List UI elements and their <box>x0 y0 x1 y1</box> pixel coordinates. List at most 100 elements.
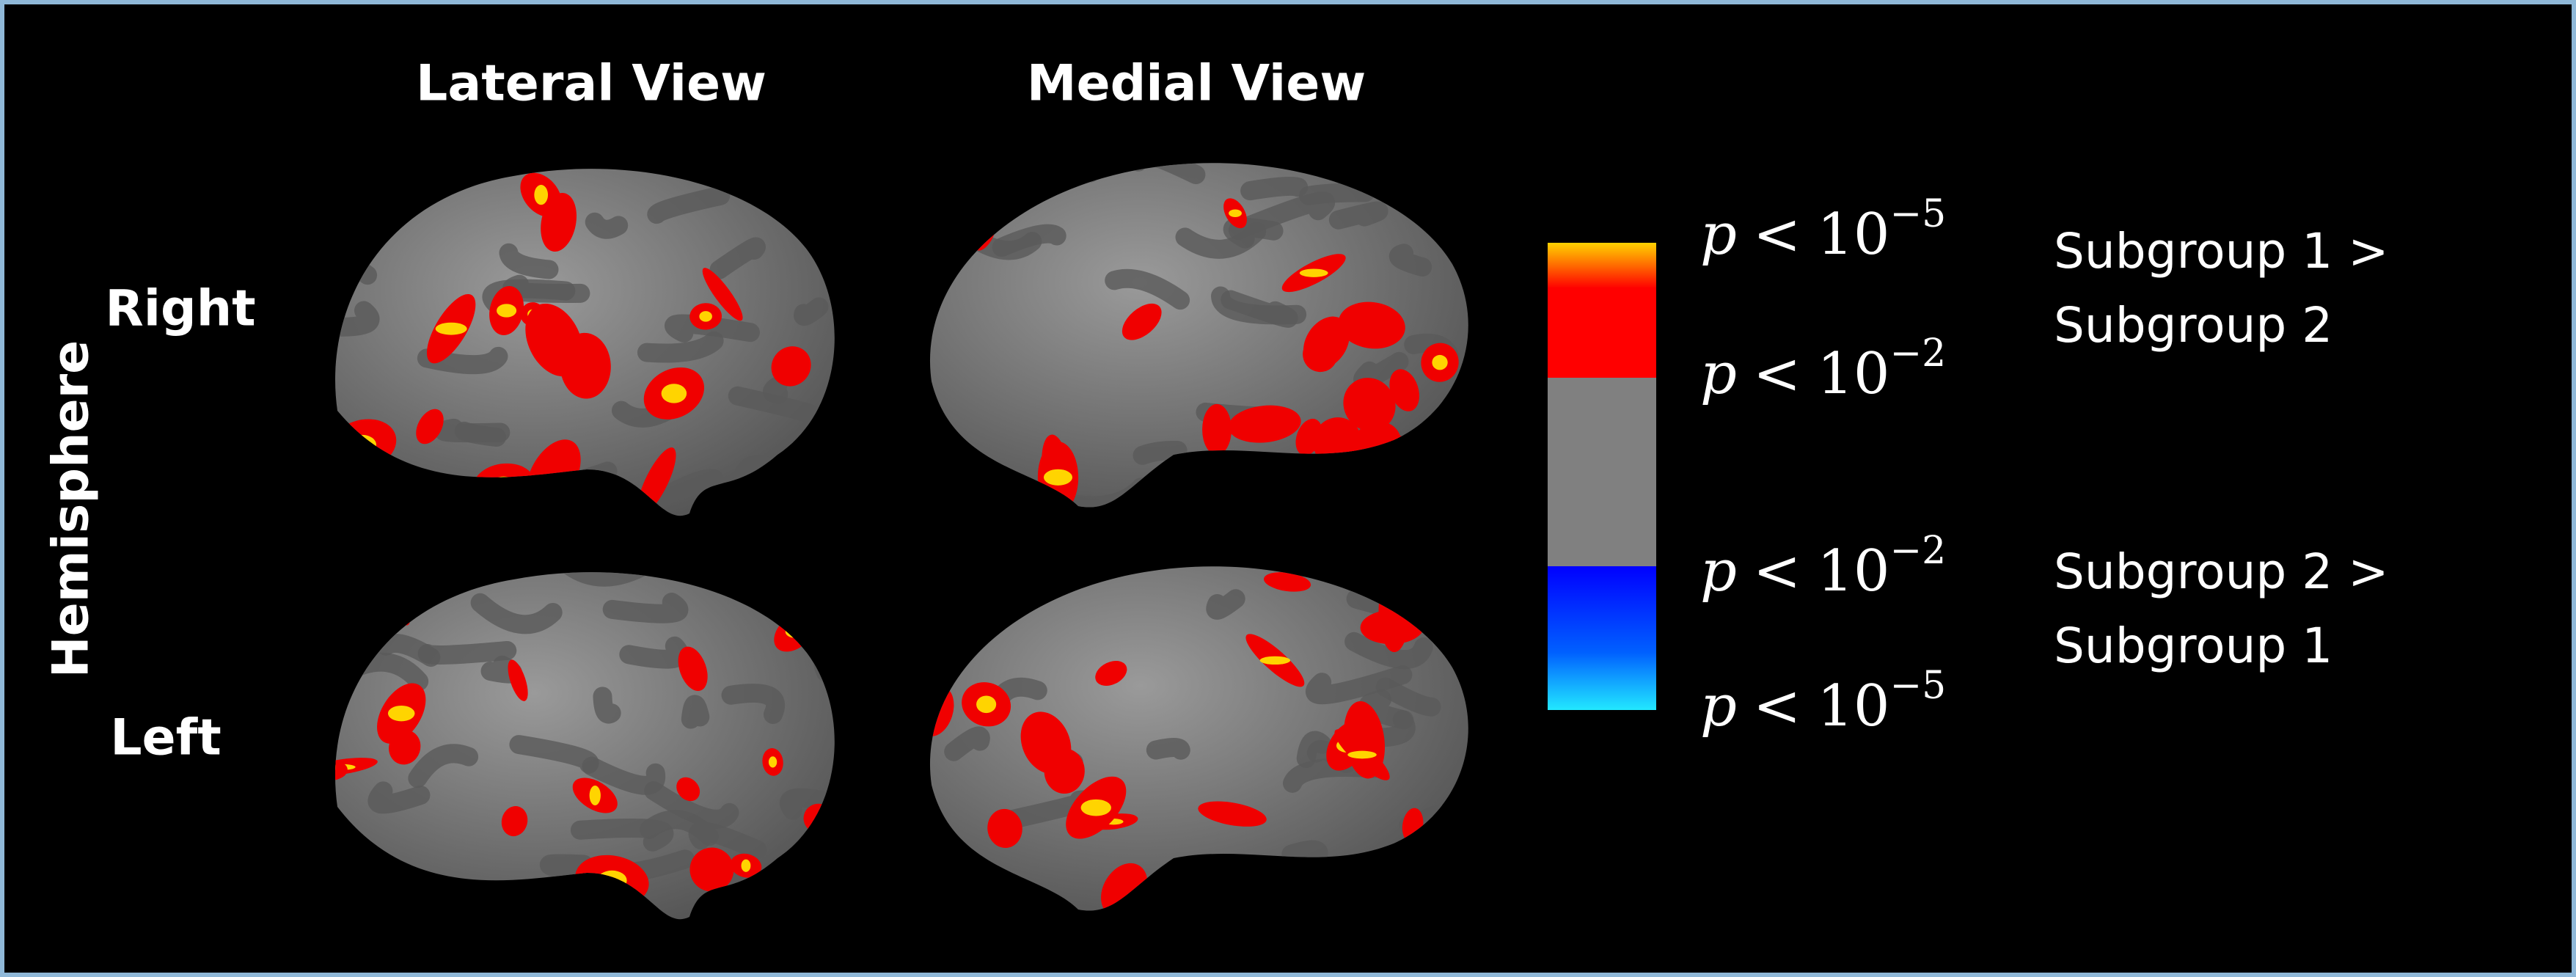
sulcus <box>1375 677 1441 717</box>
activation-peak <box>1043 469 1073 486</box>
sulcus <box>780 788 835 820</box>
sulcus <box>376 634 441 667</box>
row-axis-label: Hemisphere <box>43 340 100 678</box>
sulcus <box>1175 222 1267 259</box>
sulcus <box>721 684 786 724</box>
sulcus <box>470 593 563 634</box>
row-label: Right <box>105 280 255 338</box>
activation-cluster <box>1202 403 1232 455</box>
column-label: Medial View <box>1027 55 1366 113</box>
p-base: 10 <box>1817 673 1889 739</box>
sulcus <box>559 572 656 587</box>
sulcus <box>944 726 990 761</box>
row-label: Left <box>110 709 222 767</box>
p-base: 10 <box>1817 538 1889 604</box>
activation-cluster <box>1044 748 1085 794</box>
sulcus <box>728 386 820 424</box>
activation-cluster <box>771 346 811 387</box>
sulcus <box>1389 244 1432 277</box>
p-relation: < <box>1753 673 1801 739</box>
sulcus <box>509 735 599 774</box>
activation-cluster <box>1338 301 1405 349</box>
sulcus <box>1221 290 1298 328</box>
activation-peak <box>1432 354 1448 370</box>
p-base: 10 <box>1817 202 1889 268</box>
activation-cluster <box>508 659 528 701</box>
activation-peak <box>976 695 997 714</box>
activation-peak <box>768 756 777 768</box>
sulcus <box>794 297 829 326</box>
activation-peak <box>1347 750 1377 759</box>
activation-cluster <box>1121 303 1162 340</box>
sulcus <box>709 237 766 279</box>
sulcus <box>1228 191 1336 240</box>
activation-cluster <box>987 808 1022 849</box>
sulcus <box>681 695 710 729</box>
p-relation: < <box>1753 341 1801 407</box>
sulcus <box>644 781 739 829</box>
sulcus <box>602 593 689 623</box>
sulcus <box>408 744 479 788</box>
sulcus <box>1296 731 1332 768</box>
activation-cluster <box>1263 572 1311 592</box>
activation-cluster <box>1303 316 1350 370</box>
activation-cluster <box>1228 405 1301 443</box>
sulcus <box>585 212 629 239</box>
activation-peak <box>534 185 549 205</box>
p-exponent: −2 <box>1890 529 1947 573</box>
sulcus <box>434 418 511 443</box>
sulcus <box>665 314 760 343</box>
sulcus <box>1328 201 1388 230</box>
activation-peak <box>1080 799 1111 816</box>
p-threshold-label: p <10−2 <box>1700 332 1946 407</box>
activation-peak <box>661 384 687 403</box>
sulcus <box>1368 710 1416 747</box>
activation-peak <box>497 304 517 318</box>
sulcus <box>335 301 380 337</box>
sulcus <box>499 243 559 279</box>
group-label: Subgroup 2 <box>2054 297 2332 354</box>
p-variable: p <box>1700 538 1737 604</box>
activation-cluster <box>678 646 708 692</box>
activation-peak <box>1299 268 1328 277</box>
column-label: Lateral View <box>416 55 766 113</box>
p-threshold-label: p <10−2 <box>1700 529 1946 604</box>
activation-peak <box>435 322 467 335</box>
activation-cluster <box>416 409 444 444</box>
activation-cluster <box>1198 801 1267 827</box>
colorbar-gray <box>1548 378 1656 567</box>
group-label: Subgroup 1 <box>2054 618 2332 674</box>
sulcus <box>763 376 788 404</box>
sulcus <box>582 756 666 795</box>
p-exponent: −5 <box>1890 192 1947 236</box>
sulcus <box>1206 589 1245 620</box>
sulcus <box>619 636 689 669</box>
activation-cluster <box>1095 660 1127 686</box>
activation-cluster <box>689 847 734 892</box>
sulcus <box>1146 737 1190 760</box>
p-base: 10 <box>1817 341 1889 407</box>
sulcus <box>1125 163 1206 185</box>
sulcus <box>1105 268 1190 310</box>
sulcus <box>540 854 593 880</box>
sulcus <box>367 781 431 814</box>
activation-peak <box>1259 656 1291 665</box>
colorbar-cold-gradient <box>1548 566 1656 710</box>
sulcus <box>647 186 731 224</box>
p-variable: p <box>1700 341 1737 407</box>
sulcus <box>1133 440 1188 465</box>
sulcus <box>649 469 724 510</box>
p-relation: < <box>1753 202 1801 268</box>
colorbar-hot-gradient <box>1548 243 1656 288</box>
sulcus <box>688 822 767 860</box>
p-variable: p <box>1700 673 1737 739</box>
sulcus <box>1344 632 1433 670</box>
activation-peak <box>741 859 751 872</box>
p-threshold-label: p <10−5 <box>1700 192 1946 268</box>
p-exponent: −2 <box>1890 332 1947 376</box>
activation-cluster <box>501 805 528 837</box>
sulcus <box>992 224 1066 257</box>
activation-peak <box>1229 209 1242 217</box>
colorbar-red <box>1548 288 1656 378</box>
activation-cluster <box>702 268 743 321</box>
